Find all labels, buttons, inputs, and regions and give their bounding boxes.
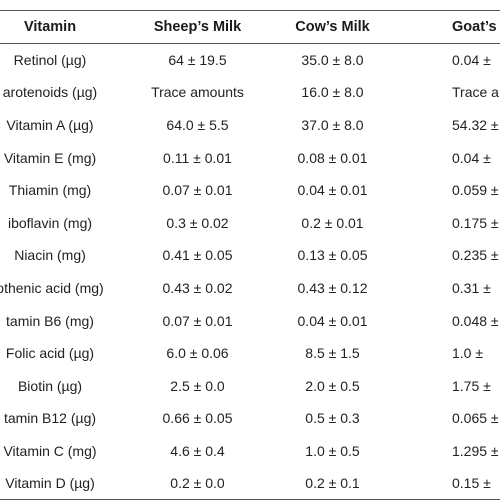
cell-goat: 1.295 ± [452,442,499,459]
header-cow-milk: Cow’s Milk [265,10,400,44]
cell-goat: Trace am [452,84,500,101]
cell-sheep: 64 ± 19.5 [168,52,227,69]
cell-sheep: 0.41 ± 0.05 [162,247,233,264]
cell-vitamin: Biotin (µg) [17,377,83,394]
cell-goat: 1.0 ± [452,345,484,362]
cell-cow: 0.43 ± 0.12 [297,279,368,296]
cell-sheep: Trace amounts [151,84,244,101]
cell-goat: 1.75 ± [452,377,491,394]
cell-sheep: 4.6 ± 0.4 [170,442,225,459]
table-row: iboflavin (mg) 0.3 ± 0.02 0.2 ± 0.01 0.1… [0,206,500,239]
cell-sheep: 2.5 ± 0.0 [170,377,225,394]
table-row: Vitamin D (µg) 0.2 ± 0.0 0.2 ± 0.1 0.15 … [0,467,500,500]
cell-cow: 0.04 ± 0.01 [297,182,368,199]
table-body: Retinol (µg) 64 ± 19.5 35.0 ± 8.0 0.04 ±… [0,44,500,500]
cell-goat: 0.059 ± [452,182,499,199]
table-row: othenic acid (mg) 0.43 ± 0.02 0.43 ± 0.1… [0,272,500,305]
table-row: Vitamin E (mg) 0.11 ± 0.01 0.08 ± 0.01 0… [0,141,500,174]
cell-goat: 0.04 ± [452,149,491,166]
cell-cow: 0.13 ± 0.05 [297,247,368,264]
cell-sheep: 0.43 ± 0.02 [162,279,233,296]
cell-cow: 35.0 ± 8.0 [301,52,364,69]
table-row: Niacin (mg) 0.41 ± 0.05 0.13 ± 0.05 0.23… [0,239,500,272]
cell-goat: 0.048 ± [452,312,499,329]
cell-goat: 0.04 ± [452,52,491,69]
cell-vitamin: Retinol (µg) [13,52,87,69]
cell-cow: 1.0 ± 0.5 [305,442,360,459]
header-vitamin: Vitamin [0,10,130,44]
cell-cow: 37.0 ± 8.0 [301,116,364,133]
cell-cow: 16.0 ± 8.0 [301,84,364,101]
table-row: Vitamin C (mg) 4.6 ± 0.4 1.0 ± 0.5 1.295… [0,435,500,468]
header-row: Vitamin Sheep’s Milk Cow’s Milk Goat’s [0,10,500,44]
cell-cow: 0.04 ± 0.01 [297,312,368,329]
cell-sheep: 0.07 ± 0.01 [162,182,233,199]
cell-vitamin: tamin B6 (mg) [6,312,94,329]
cell-goat: 0.31 ± [452,279,491,296]
table-row: Retinol (µg) 64 ± 19.5 35.0 ± 8.0 0.04 ± [0,44,500,77]
cell-sheep: 64.0 ± 5.5 [166,116,229,133]
cell-vitamin: Vitamin D (µg) [0,467,130,500]
cell-cow: 0.08 ± 0.01 [297,149,368,166]
table-row: tamin B6 (mg) 0.07 ± 0.01 0.04 ± 0.01 0.… [0,304,500,337]
vitamin-table: Vitamin Sheep’s Milk Cow’s Milk Goat’s R… [0,10,500,500]
cell-cow: 0.2 ± 0.1 [265,467,400,500]
cell-cow: 0.5 ± 0.3 [305,410,360,427]
table-row: Vitamin A (µg) 64.0 ± 5.5 37.0 ± 8.0 54.… [0,109,500,142]
cell-cow: 0.2 ± 0.01 [301,214,364,231]
table-header: Vitamin Sheep’s Milk Cow’s Milk Goat’s [0,10,500,44]
cell-sheep: 0.07 ± 0.01 [162,312,233,329]
table-row: tamin B12 (µg) 0.66 ± 0.05 0.5 ± 0.3 0.0… [0,402,500,435]
table-row: arotenoids (µg) Trace amounts 16.0 ± 8.0… [0,76,500,109]
cell-vitamin: othenic acid (mg) [0,279,104,296]
cell-goat: 0.235 ± [452,247,499,264]
cell-goat: 0.15 ± [400,467,500,500]
cell-goat: 0.065 ± [452,410,499,427]
cell-vitamin: Thiamin (mg) [8,182,92,199]
cell-goat: 0.175 ± [452,214,499,231]
cell-vitamin: Niacin (mg) [14,247,86,264]
table-row: Thiamin (mg) 0.07 ± 0.01 0.04 ± 0.01 0.0… [0,174,500,207]
cell-sheep: 0.3 ± 0.02 [166,214,229,231]
cell-cow: 2.0 ± 0.5 [305,377,360,394]
cell-vitamin: Vitamin C (mg) [3,442,97,459]
cell-vitamin: Vitamin A (µg) [6,116,94,133]
cell-sheep: 0.2 ± 0.0 [130,467,265,500]
cell-vitamin: iboflavin (mg) [7,214,93,231]
table-row: Folic acid (µg) 6.0 ± 0.06 8.5 ± 1.5 1.0… [0,337,500,370]
cell-vitamin: arotenoids (µg) [2,84,98,101]
cell-sheep: 6.0 ± 0.06 [166,345,229,362]
cell-vitamin: Folic acid (µg) [5,345,95,362]
header-goat-milk: Goat’s [400,10,500,44]
header-sheep-milk: Sheep’s Milk [130,10,265,44]
cell-sheep: 0.11 ± 0.01 [163,149,232,166]
cell-vitamin: Vitamin E (mg) [3,149,97,166]
cell-goat: 54.32 ± [452,116,499,133]
cell-sheep: 0.66 ± 0.05 [162,410,233,427]
cell-vitamin: tamin B12 (µg) [3,410,97,427]
cell-cow: 8.5 ± 1.5 [305,345,360,362]
table-row: Biotin (µg) 2.5 ± 0.0 2.0 ± 0.5 1.75 ± [0,369,500,402]
